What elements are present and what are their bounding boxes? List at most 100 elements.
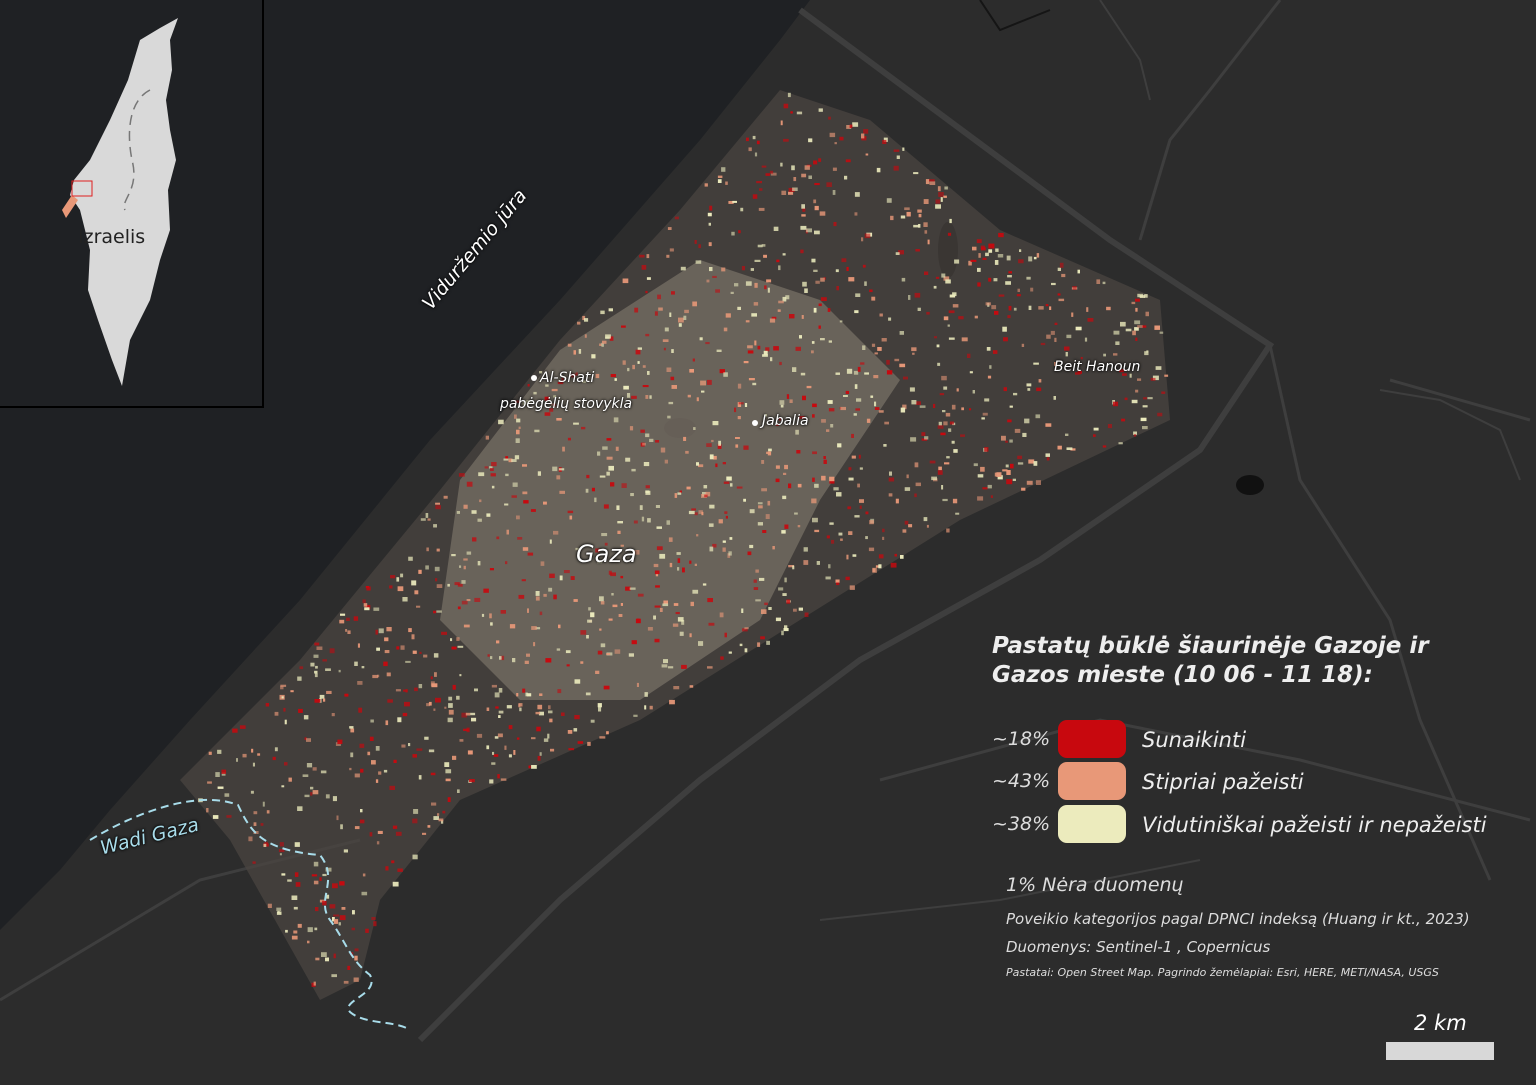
building-footprint <box>713 455 717 460</box>
building-footprint <box>754 340 757 346</box>
building-footprint <box>339 915 346 921</box>
building-footprint <box>790 111 793 114</box>
building-footprint <box>1133 434 1137 437</box>
building-footprint <box>536 726 541 732</box>
building-footprint <box>377 830 383 834</box>
building-footprint <box>369 736 374 741</box>
building-footprint <box>436 584 443 588</box>
building-footprint <box>1075 326 1082 331</box>
building-footprint <box>854 192 860 197</box>
building-footprint <box>549 408 554 412</box>
building-footprint <box>498 419 504 425</box>
building-footprint <box>886 198 892 203</box>
building-footprint <box>253 822 257 826</box>
building-footprint <box>938 192 944 197</box>
building-footprint <box>804 288 808 293</box>
building-footprint <box>392 825 398 829</box>
building-footprint <box>631 395 637 399</box>
building-footprint <box>567 343 572 347</box>
building-footprint <box>376 647 380 651</box>
building-footprint <box>362 873 366 877</box>
building-footprint <box>803 547 808 552</box>
building-footprint <box>448 696 453 701</box>
legend-label: Sunaikinti <box>1142 728 1247 752</box>
building-footprint <box>494 692 500 698</box>
building-footprint <box>997 475 1003 480</box>
building-footprint <box>587 741 591 746</box>
building-footprint <box>1142 405 1148 408</box>
building-footprint <box>1164 374 1169 377</box>
building-footprint <box>1054 337 1057 342</box>
building-footprint <box>666 520 670 525</box>
building-footprint <box>631 640 637 645</box>
building-footprint <box>570 373 576 378</box>
building-footprint <box>718 440 721 446</box>
building-footprint <box>866 418 871 423</box>
building-footprint <box>497 774 500 779</box>
building-footprint <box>500 655 505 661</box>
building-footprint <box>941 485 944 490</box>
building-footprint <box>641 265 647 270</box>
building-footprint <box>1071 312 1074 317</box>
building-footprint <box>265 703 270 707</box>
building-footprint <box>354 661 358 666</box>
building-footprint <box>412 818 418 824</box>
building-footprint <box>280 684 287 687</box>
building-footprint <box>945 412 951 417</box>
building-footprint <box>569 515 573 520</box>
building-footprint <box>383 769 388 773</box>
building-footprint <box>940 432 946 436</box>
building-footprint <box>709 205 713 211</box>
building-footprint <box>1161 391 1166 394</box>
building-footprint <box>291 895 298 900</box>
building-footprint <box>958 316 964 320</box>
building-footprint <box>752 135 756 140</box>
building-footprint <box>339 881 345 886</box>
building-footprint <box>504 503 509 506</box>
building-footprint <box>851 455 856 459</box>
building-footprint <box>253 811 258 815</box>
building-footprint <box>703 485 708 489</box>
building-footprint <box>471 717 477 722</box>
jabalia-label: Jabalia <box>762 413 809 429</box>
building-footprint <box>527 608 529 613</box>
building-footprint <box>825 576 831 580</box>
building-footprint <box>1007 275 1012 278</box>
building-footprint <box>1013 307 1017 311</box>
building-footprint <box>373 607 380 611</box>
building-footprint <box>976 239 982 244</box>
building-footprint <box>654 570 660 575</box>
building-footprint <box>795 346 801 351</box>
building-footprint <box>699 337 703 341</box>
building-footprint <box>755 599 761 602</box>
building-footprint <box>803 560 809 565</box>
building-footprint <box>411 580 417 586</box>
building-footprint <box>671 385 677 389</box>
building-footprint <box>758 505 763 509</box>
building-footprint <box>914 292 921 298</box>
building-footprint <box>217 786 224 789</box>
building-footprint <box>773 346 779 351</box>
building-footprint <box>869 289 873 293</box>
building-footprint <box>278 849 285 853</box>
building-footprint <box>467 750 473 755</box>
building-footprint <box>625 457 631 462</box>
building-footprint <box>783 138 789 142</box>
building-footprint <box>645 395 649 399</box>
building-footprint <box>723 481 730 484</box>
building-footprint <box>1045 304 1049 307</box>
building-footprint <box>845 576 850 581</box>
building-footprint <box>1009 439 1013 443</box>
building-footprint <box>1103 353 1106 357</box>
building-footprint <box>428 749 435 753</box>
building-footprint <box>977 282 981 287</box>
building-footprint <box>456 695 460 700</box>
building-footprint <box>1040 342 1046 346</box>
building-footprint <box>744 627 749 630</box>
building-footprint <box>804 165 810 170</box>
building-footprint <box>599 475 606 478</box>
building-footprint <box>508 725 513 730</box>
building-footprint <box>634 307 639 313</box>
building-footprint <box>581 426 586 430</box>
building-footprint <box>297 923 302 928</box>
